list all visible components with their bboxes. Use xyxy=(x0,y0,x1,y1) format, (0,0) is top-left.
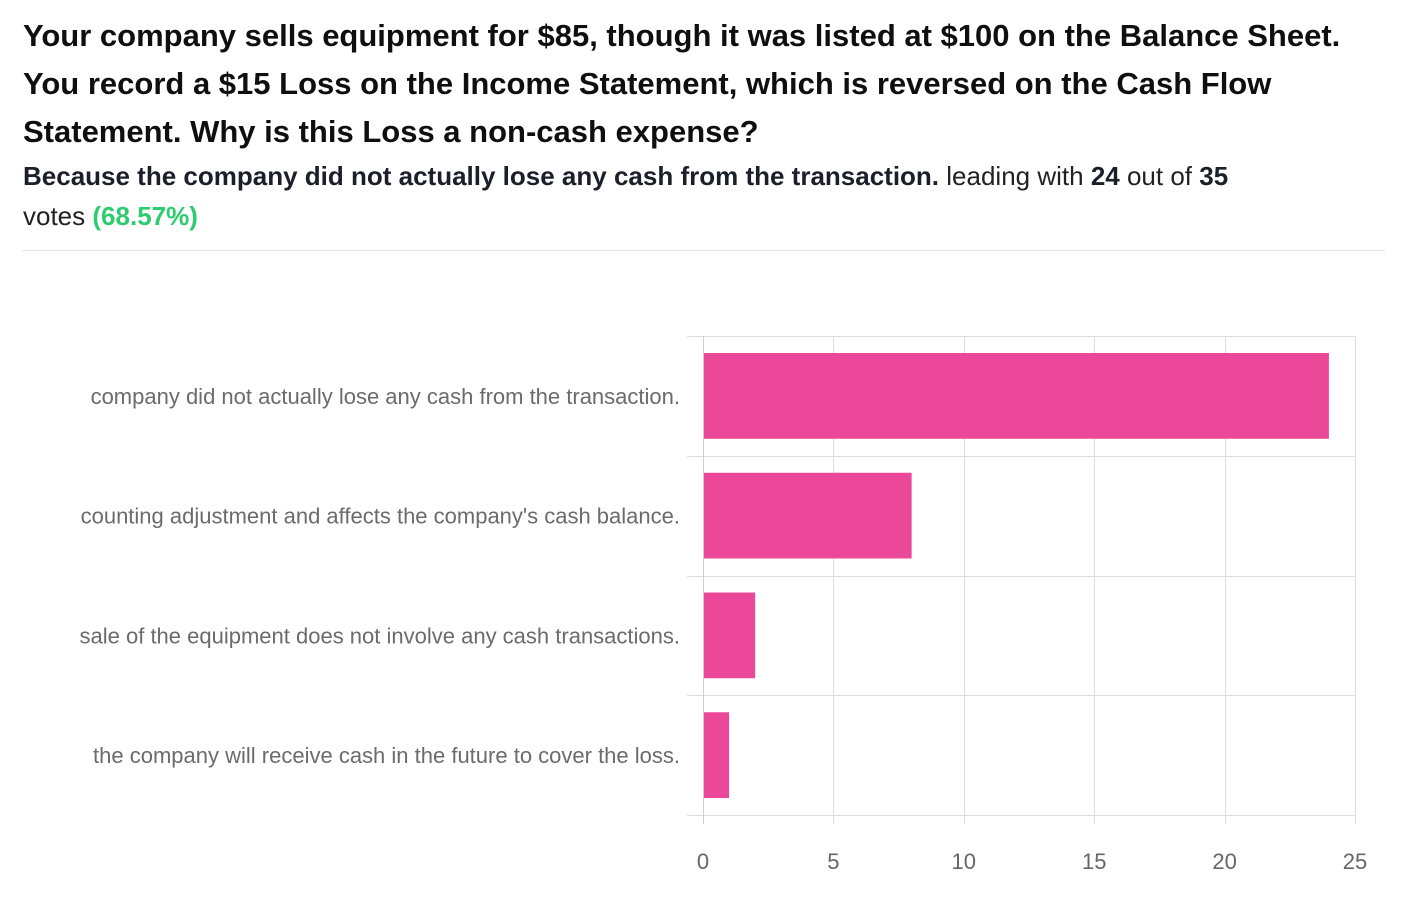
votes-word: votes xyxy=(23,201,86,231)
category-label-4: the company will receive cash in the fut… xyxy=(93,743,680,768)
leading-answer: Because the company did not actually los… xyxy=(23,161,940,191)
chart-category-labels: company did not actually lose any cash f… xyxy=(80,384,680,768)
divider xyxy=(22,250,1385,251)
total-votes-count: 35 xyxy=(1199,161,1229,191)
out-of-text: out of xyxy=(1126,161,1193,191)
bar-option-4 xyxy=(704,712,730,798)
x-tick-label: 20 xyxy=(1212,849,1236,874)
x-tick-label: 15 xyxy=(1082,849,1106,874)
x-tick-label: 10 xyxy=(952,849,976,874)
leading-with-text: leading with xyxy=(946,161,1084,191)
result-summary: Because the company did not actually los… xyxy=(23,156,1393,236)
leading-votes-count: 24 xyxy=(1090,161,1120,191)
leading-percent: (68.57%) xyxy=(92,201,198,231)
category-label-1: company did not actually lose any cash f… xyxy=(91,384,680,409)
category-label-3: sale of the equipment does not involve a… xyxy=(80,623,680,648)
chart-bars xyxy=(704,353,1329,798)
bar-option-1 xyxy=(704,353,1329,439)
chart-x-ticks: 0 5 10 15 20 25 xyxy=(697,849,1367,874)
x-tick-label: 0 xyxy=(697,849,709,874)
question-title: Your company sells equipment for $85, th… xyxy=(23,18,1341,149)
x-tick-label: 25 xyxy=(1343,849,1367,874)
x-tick-label: 5 xyxy=(827,849,839,874)
bar-option-2 xyxy=(704,472,912,559)
bar-option-3 xyxy=(704,592,756,679)
category-label-2: counting adjustment and affects the comp… xyxy=(81,504,680,529)
